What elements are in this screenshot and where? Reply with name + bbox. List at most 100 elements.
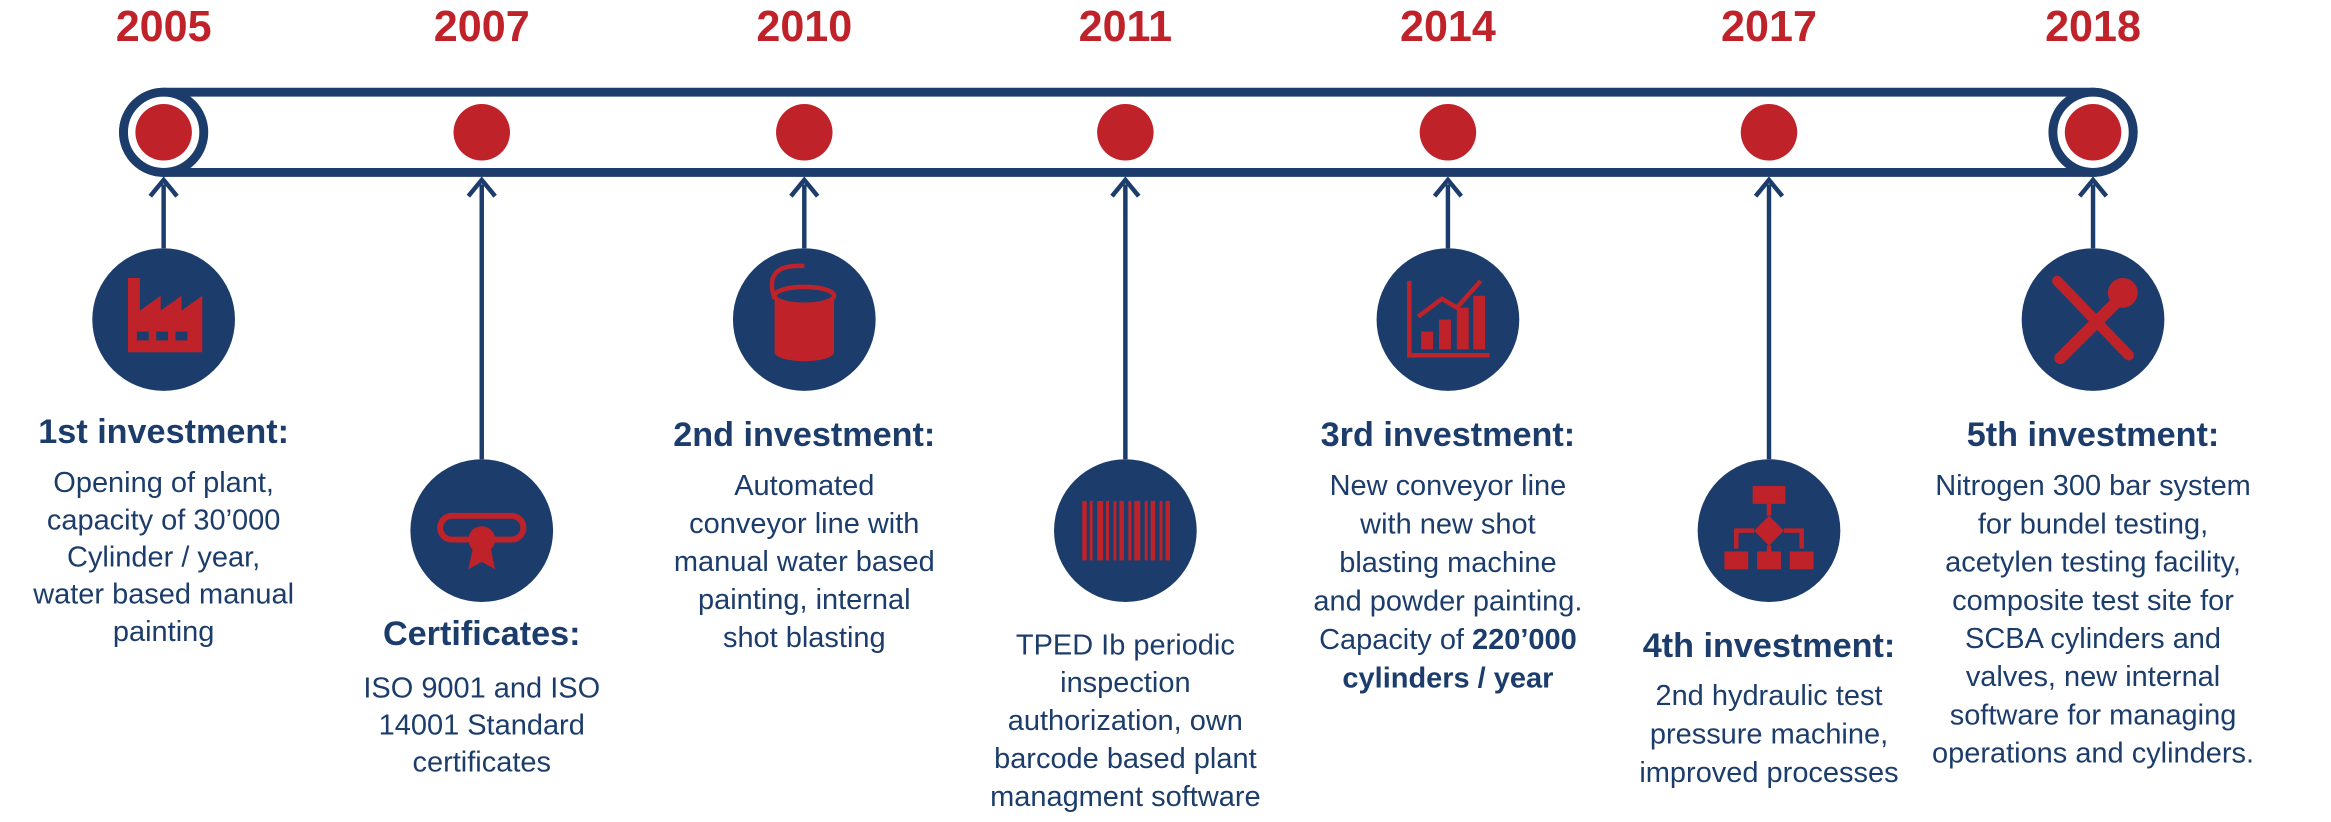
event-text: software for managing [1950,699,2237,731]
milestone-dot [453,104,510,161]
milestone: 2017 4th investment: 2nd hydraulic test pre… [1639,3,1898,789]
event-text: painting [113,616,214,648]
icon-seal [468,526,496,553]
milestone-dot [1097,104,1154,161]
icon-wrench [2054,295,2123,365]
year: 2018 [2045,3,2141,51]
milestone-dot [1419,104,1477,161]
event-text: Opening of plant, [53,467,274,499]
icon-circle [1054,459,1197,603]
icon-window [156,331,169,341]
milestone-dot [1740,104,1798,161]
event-text: valves, new internal [1966,661,2220,693]
icon-axes [1407,280,1490,358]
event-text: capacity of 30’000 [47,504,281,536]
icon-window [175,331,188,341]
milestone: 2011 TPED Ib periodic inspection authorizat… [990,3,1261,813]
event-title: 4th investment: [1643,627,1896,665]
arrow-head [148,176,179,198]
event-text: inspection [1060,667,1190,699]
arrow-head [466,176,497,198]
event-text: manual water based [674,546,935,578]
icon-bar [1144,500,1148,561]
event-title: Certificates: [383,615,581,653]
event-text: composite test site for [1952,585,2234,617]
icon-bar [1082,500,1087,561]
arrow-head [1110,176,1141,198]
event-text: 14001 Standard [379,710,585,742]
milestone: 2010 2nd investment: Automated conveyor lin… [673,3,935,654]
event-text: barcode based plant [994,743,1257,775]
milestone-dot [135,104,192,161]
icon-bar [1165,500,1170,561]
event-text: blasting machine [1339,547,1556,579]
icon-bar [1119,500,1124,561]
event-text: ISO 9001 and ISO [363,672,600,704]
icon-box [1789,551,1814,570]
icon-bar [1150,500,1156,561]
icon-col [1439,319,1451,350]
icon-bar [1106,500,1110,561]
event-title: 2nd investment: [673,416,935,454]
event-text: TPED Ib periodic [1016,629,1235,661]
event-text-run: Capacity of [1319,624,1472,656]
event-text: conveyor line with [689,508,919,540]
icon-bar [1134,500,1141,561]
milestone: 2018 5th investment: Nitrogen 300 bar syst… [1932,3,2254,769]
event-text: certificates [413,747,551,779]
event-text: Automated [734,470,874,502]
event-text: and powder painting. [1313,585,1582,617]
icon-links [1734,503,1804,555]
icon-bar [1089,500,1093,561]
event-text: painting, internal [698,584,911,616]
milestone-dot [2064,104,2122,161]
milestone: 2005 1st investment: Opening of plant, capa… [32,3,294,648]
arrow-head [1432,176,1464,198]
icon-col [1473,295,1486,350]
event-text: managment software [990,781,1261,813]
icon-box [1752,486,1786,504]
icon-handle [769,263,805,300]
event-text: shot blasting [723,622,886,654]
icon-bar [1128,500,1132,561]
icon-ribbon [468,548,496,570]
event-title: 1st investment: [38,413,289,451]
arrow-head [1753,176,1785,198]
event-text-bold: 220’000 [1472,624,1577,656]
icon-bar [1159,500,1163,561]
icon-col [1421,331,1434,350]
icon-diamond [1754,515,1784,546]
event-text: pressure machine, [1650,718,1888,750]
icon-bar [1097,500,1104,561]
milestone-dot [776,104,833,161]
event-text: Cylinder / year, [67,542,260,574]
event-text: cylinders / year [1342,662,1553,694]
event-text: operations and cylinders. [1932,738,2254,770]
icon-bucket-top [772,284,837,307]
event-text: Capacity of 220’000 [1319,624,1577,656]
year: 2007 [434,3,530,51]
icon-col [1456,307,1469,350]
icon-window [136,331,149,341]
icon-screwdriver [2052,275,2134,361]
event-text: SCBA cylinders and [1965,623,2221,655]
event-title: 3rd investment: [1321,416,1575,454]
year: 2005 [116,3,212,51]
icon-bar [1113,500,1117,561]
arrow-head [2077,176,2109,198]
year: 2010 [756,3,852,51]
icon-box [1724,551,1749,570]
event-text: authorization, own [1008,705,1243,737]
event-title: 5th investment: [1967,416,2220,454]
event-text: New conveyor line [1330,470,1567,502]
year: 2014 [1400,3,1496,51]
arrow-head [789,176,820,198]
milestone: 2014 3rd investment: New conveyor line with… [1313,3,1582,694]
icon-bucket [774,295,835,362]
event-text: water based manual [32,579,294,611]
event-text-bold: cylinders / year [1342,662,1553,694]
event-text: improved processes [1639,757,1898,789]
event-text: 2nd hydraulic test [1655,680,1882,712]
